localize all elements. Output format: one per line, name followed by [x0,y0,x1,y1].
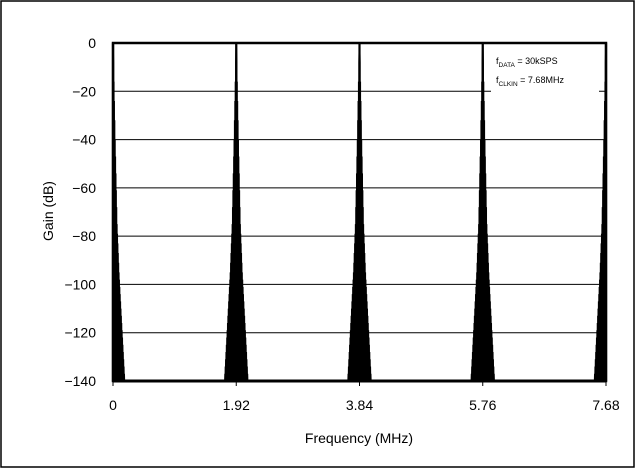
legend-line-clock: fCLKIN = 7.68MHz [496,75,564,88]
response-lobe [593,42,607,382]
y-axis-title: Gain (dB) [40,181,56,241]
x-tick-label: 0 [109,397,117,413]
x-axis-title: Frequency (MHz) [305,430,413,446]
y-tick-label: −20 [72,83,96,99]
y-tick-label: −140 [64,373,96,389]
y-tick-label: −40 [72,132,96,148]
y-tick-label: −100 [64,276,96,292]
x-tick-label: 5.76 [469,397,496,413]
y-tick-label: 0 [88,35,96,51]
y-tick-label: −80 [72,228,96,244]
legend-line-data-rate: fDATA = 30kSPS [496,56,558,69]
legend-background [491,48,599,92]
y-tick-label: −120 [64,325,96,341]
y-tick-label: −60 [72,180,96,196]
response-lobe [112,42,126,382]
x-tick-label: 1.92 [223,397,250,413]
legend-box: fDATA = 30kSPS fCLKIN = 7.68MHz [491,48,599,92]
x-tick-label: 7.68 [592,397,619,413]
tick-labels: 0 −20 −40 −60 −80 −100 −120 −140 0 1.92 3.84 5.76 7.… [64,35,619,413]
x-tick-label: 3.84 [346,397,373,413]
